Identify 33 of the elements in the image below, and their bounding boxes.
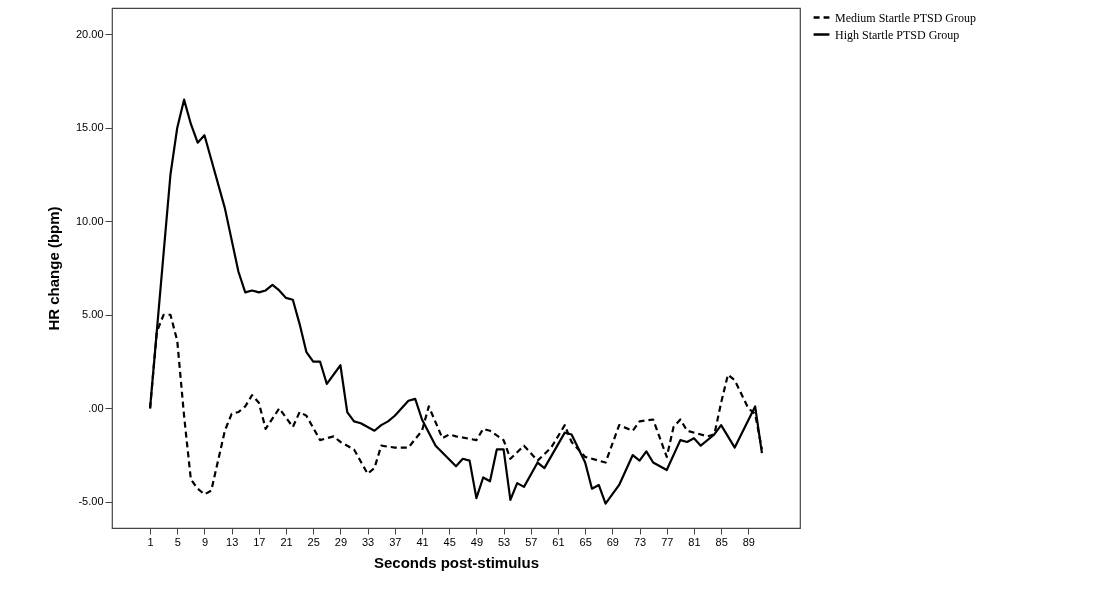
x-tick-label: 45 [443,535,456,548]
x-tick-label: 85 [715,535,728,548]
x-tick-label: 57 [525,535,538,548]
x-tick-label: 5 [174,535,181,548]
x-tick-label: 25 [307,535,320,548]
x-tick-label: 1 [147,535,154,548]
x-tick-label: 9 [201,535,209,548]
y-tick-label: 5.00 [82,308,104,321]
y-tick-label: 20.00 [75,27,104,40]
x-tick-label: 89 [742,535,755,548]
y-tick-label: .00 [88,401,104,414]
x-tick-label: 65 [579,535,592,548]
x-tick-label: 61 [552,535,565,548]
x-tick-label: 29 [334,535,348,548]
legend-label: Medium Startle PTSD Group [835,10,976,25]
x-tick-label: 33 [362,535,375,548]
x-tick-label: 13 [226,535,239,548]
x-tick-label: 53 [497,535,511,548]
x-tick-label: 69 [606,535,619,548]
x-tick-label: 49 [470,535,484,548]
x-tick-label: 73 [633,535,647,548]
x-tick-label: 17 [253,535,266,548]
y-tick-label: 10.00 [75,214,104,227]
x-axis-title: Seconds post-stimulus [373,553,540,571]
x-tick-label: 77 [661,535,674,548]
x-tick-label: 21 [280,535,293,548]
y-axis-title: HR change (bpm) [44,206,62,331]
y-tick-label: 15.00 [75,121,104,134]
x-tick-label: 37 [389,535,402,548]
x-tick-label: 41 [416,535,429,548]
legend-label: High Startle PTSD Group [835,27,960,42]
x-tick-label: 81 [688,535,701,548]
y-tick-label: -5.00 [78,495,104,508]
